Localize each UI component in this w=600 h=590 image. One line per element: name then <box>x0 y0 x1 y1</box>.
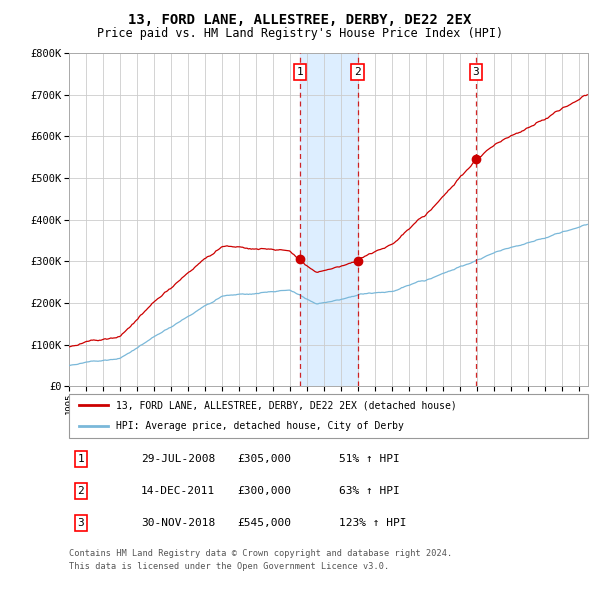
Text: 3: 3 <box>473 67 479 77</box>
Text: 30-NOV-2018: 30-NOV-2018 <box>141 518 215 527</box>
Text: 2: 2 <box>77 486 85 496</box>
Text: HPI: Average price, detached house, City of Derby: HPI: Average price, detached house, City… <box>116 421 404 431</box>
Text: £305,000: £305,000 <box>237 454 291 464</box>
FancyBboxPatch shape <box>69 394 588 438</box>
Text: 123% ↑ HPI: 123% ↑ HPI <box>339 518 407 527</box>
Text: 51% ↑ HPI: 51% ↑ HPI <box>339 454 400 464</box>
Text: This data is licensed under the Open Government Licence v3.0.: This data is licensed under the Open Gov… <box>69 562 389 571</box>
Text: 14-DEC-2011: 14-DEC-2011 <box>141 486 215 496</box>
Text: £300,000: £300,000 <box>237 486 291 496</box>
Text: 13, FORD LANE, ALLESTREE, DERBY, DE22 2EX: 13, FORD LANE, ALLESTREE, DERBY, DE22 2E… <box>128 13 472 27</box>
Text: 1: 1 <box>296 67 304 77</box>
Text: Price paid vs. HM Land Registry's House Price Index (HPI): Price paid vs. HM Land Registry's House … <box>97 27 503 40</box>
Text: £545,000: £545,000 <box>237 518 291 527</box>
Text: 2: 2 <box>354 67 361 77</box>
Text: 1: 1 <box>77 454 85 464</box>
Text: 13, FORD LANE, ALLESTREE, DERBY, DE22 2EX (detached house): 13, FORD LANE, ALLESTREE, DERBY, DE22 2E… <box>116 401 457 411</box>
Text: 3: 3 <box>77 518 85 527</box>
Text: 29-JUL-2008: 29-JUL-2008 <box>141 454 215 464</box>
Text: 63% ↑ HPI: 63% ↑ HPI <box>339 486 400 496</box>
Bar <box>300 53 358 386</box>
Text: Contains HM Land Registry data © Crown copyright and database right 2024.: Contains HM Land Registry data © Crown c… <box>69 549 452 558</box>
